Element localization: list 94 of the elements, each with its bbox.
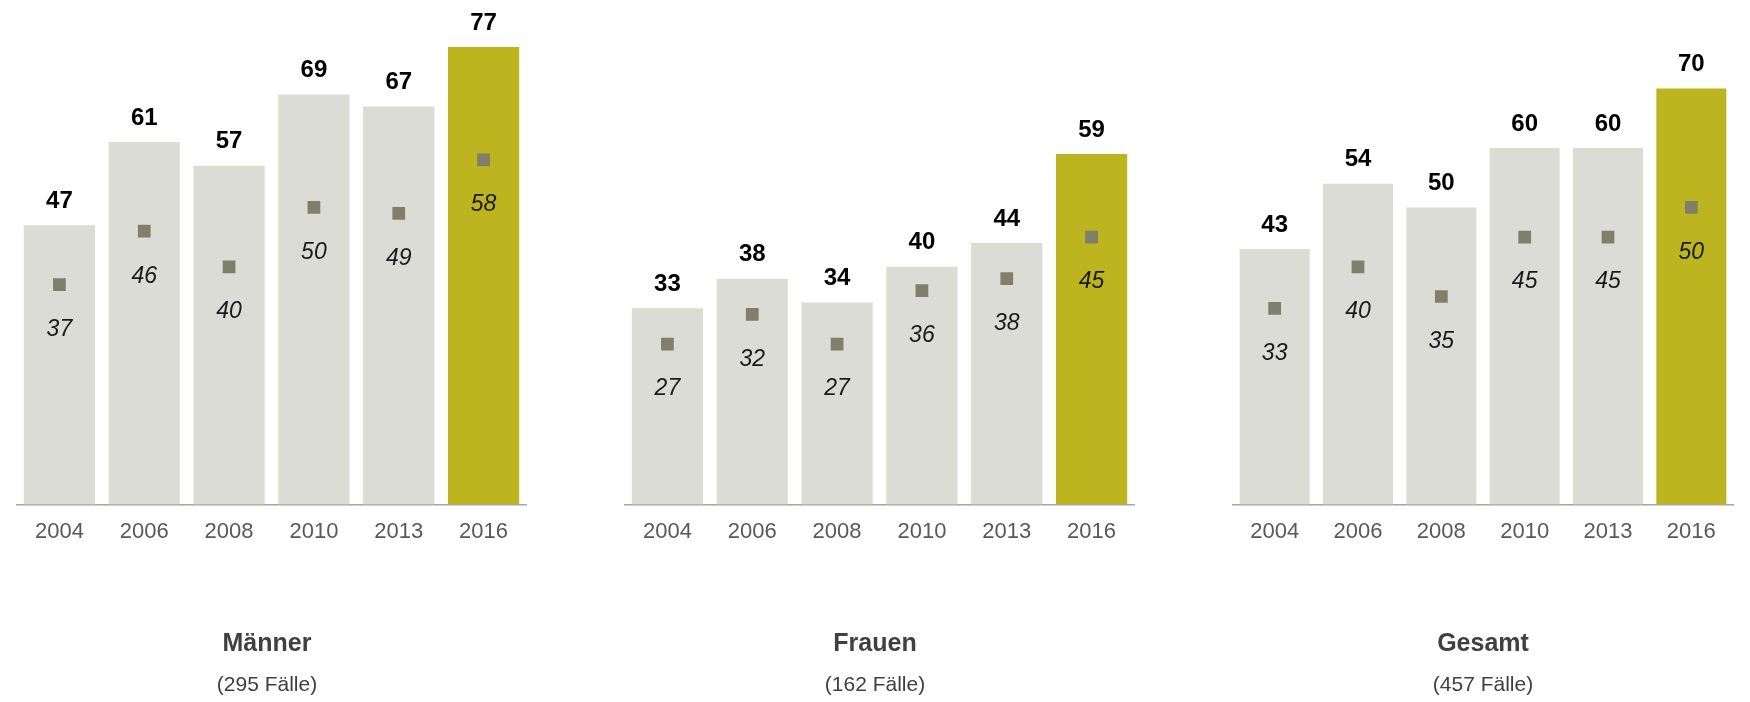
bar <box>278 94 350 505</box>
bar <box>1489 147 1560 505</box>
text: Männer <box>222 627 312 656</box>
data-label: 45 <box>1078 267 1105 294</box>
data-label: 46 <box>131 261 158 288</box>
data-label: 33 <box>654 269 681 296</box>
point <box>661 337 674 351</box>
point <box>222 260 236 274</box>
x-tick-label: 2010 <box>1500 517 1550 543</box>
point <box>477 153 490 167</box>
x-tick-label: 2016 <box>459 517 509 543</box>
x-tick-label: 2013 <box>982 517 1032 543</box>
data-label: 60 <box>1594 108 1622 136</box>
x-tick-label: 2004 <box>1250 517 1300 543</box>
text: (457 Fälle) <box>1432 672 1534 696</box>
x-tick-label: 2006 <box>1333 517 1383 543</box>
text: Gesamt <box>1437 627 1530 656</box>
point <box>53 278 66 291</box>
data-label: 49 <box>385 243 412 270</box>
point <box>137 224 151 238</box>
data-label: 47 <box>46 185 73 213</box>
x-tick-label: 2004 <box>642 517 692 543</box>
bar <box>886 266 958 505</box>
point <box>1434 290 1448 303</box>
point <box>1000 272 1014 286</box>
text: (295 Fälle) <box>216 672 318 696</box>
bar <box>1573 147 1643 505</box>
data-label: 54 <box>1344 144 1372 172</box>
data-label: 50 <box>301 237 327 264</box>
data-label: 32 <box>739 344 766 371</box>
x-tick-label: 2010 <box>289 517 339 543</box>
data-label: 50 <box>1427 168 1455 196</box>
point <box>392 206 406 220</box>
data-label: 33 <box>1261 338 1288 365</box>
x-tick-label: 2006 <box>119 517 169 543</box>
data-label: 50 <box>1678 237 1705 264</box>
data-label: 57 <box>215 126 243 154</box>
data-label: 69 <box>300 55 328 83</box>
data-label: 35 <box>1428 326 1455 353</box>
bar <box>801 302 873 505</box>
point <box>915 284 929 297</box>
point <box>1268 302 1282 315</box>
bar <box>1323 183 1393 505</box>
bar <box>1055 153 1128 505</box>
data-label: 40 <box>908 227 936 255</box>
point <box>1351 260 1365 274</box>
bar <box>23 225 96 505</box>
x-tick-label: 2010 <box>897 517 947 543</box>
data-label: 27 <box>653 374 682 401</box>
x-tick-label: 2008 <box>812 517 862 543</box>
x-tick-label: 2016 <box>1067 517 1117 543</box>
bar <box>971 243 1043 505</box>
text: (162 Fälle) <box>824 672 926 696</box>
x-tick-label: 2004 <box>34 517 84 543</box>
data-label: 59 <box>1078 114 1105 142</box>
bar <box>631 308 704 505</box>
bar <box>447 47 520 505</box>
data-label: 45 <box>1595 267 1621 294</box>
point <box>1684 201 1698 214</box>
data-label: 36 <box>909 320 935 347</box>
bar <box>1406 207 1477 505</box>
point <box>307 201 321 214</box>
point <box>1518 230 1532 244</box>
x-tick-label: 2008 <box>204 517 254 543</box>
data-label: 38 <box>738 239 766 267</box>
data-label: 70 <box>1677 49 1705 77</box>
data-label: 37 <box>46 315 74 341</box>
text: Frauen <box>833 627 917 656</box>
data-label: 40 <box>1345 297 1371 324</box>
data-label: 61 <box>130 102 158 130</box>
data-label: 27 <box>823 374 852 401</box>
x-tick-label: 2006 <box>727 517 777 543</box>
data-label: 43 <box>1261 209 1289 237</box>
x-tick-label: 2008 <box>1416 517 1466 543</box>
point <box>1085 230 1098 244</box>
data-label: 58 <box>470 190 497 217</box>
point <box>745 307 759 321</box>
x-tick-label: 2016 <box>1666 517 1716 543</box>
data-label: 40 <box>216 297 243 324</box>
data-label: 77 <box>470 7 497 35</box>
bar <box>1656 88 1727 505</box>
data-label: 67 <box>385 67 413 95</box>
x-tick-label: 2013 <box>374 517 424 543</box>
bar <box>716 278 788 505</box>
data-label: 38 <box>993 309 1020 336</box>
data-label: 45 <box>1511 267 1538 294</box>
data-label: 34 <box>823 263 852 291</box>
bar <box>193 165 265 505</box>
bar <box>363 106 435 505</box>
bar <box>108 142 180 505</box>
data-label: 60 <box>1511 108 1539 136</box>
x-tick-label: 2013 <box>1583 517 1633 543</box>
data-label: 44 <box>993 203 1021 231</box>
bar <box>1239 248 1310 505</box>
